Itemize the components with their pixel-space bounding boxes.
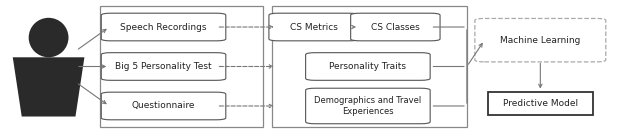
FancyBboxPatch shape	[351, 13, 440, 41]
Text: CS Classes: CS Classes	[371, 22, 420, 32]
FancyBboxPatch shape	[269, 13, 358, 41]
Text: Speech Recordings: Speech Recordings	[120, 22, 207, 32]
Ellipse shape	[29, 18, 68, 57]
Polygon shape	[13, 57, 84, 117]
Text: Questionnaire: Questionnaire	[132, 101, 195, 111]
Text: Personality Traits: Personality Traits	[330, 62, 406, 71]
Text: Big 5 Personality Test: Big 5 Personality Test	[115, 62, 212, 71]
FancyBboxPatch shape	[306, 53, 430, 80]
FancyBboxPatch shape	[101, 92, 226, 120]
FancyBboxPatch shape	[475, 18, 606, 62]
Bar	[488, 92, 593, 115]
Bar	[100, 6, 262, 127]
Text: Machine Learning: Machine Learning	[500, 36, 580, 45]
Bar	[272, 6, 467, 127]
FancyBboxPatch shape	[101, 13, 226, 41]
FancyBboxPatch shape	[306, 88, 430, 124]
FancyBboxPatch shape	[101, 53, 226, 80]
Text: CS Metrics: CS Metrics	[290, 22, 337, 32]
Text: Predictive Model: Predictive Model	[503, 99, 578, 108]
Text: Demographics and Travel
Experiences: Demographics and Travel Experiences	[314, 96, 422, 116]
